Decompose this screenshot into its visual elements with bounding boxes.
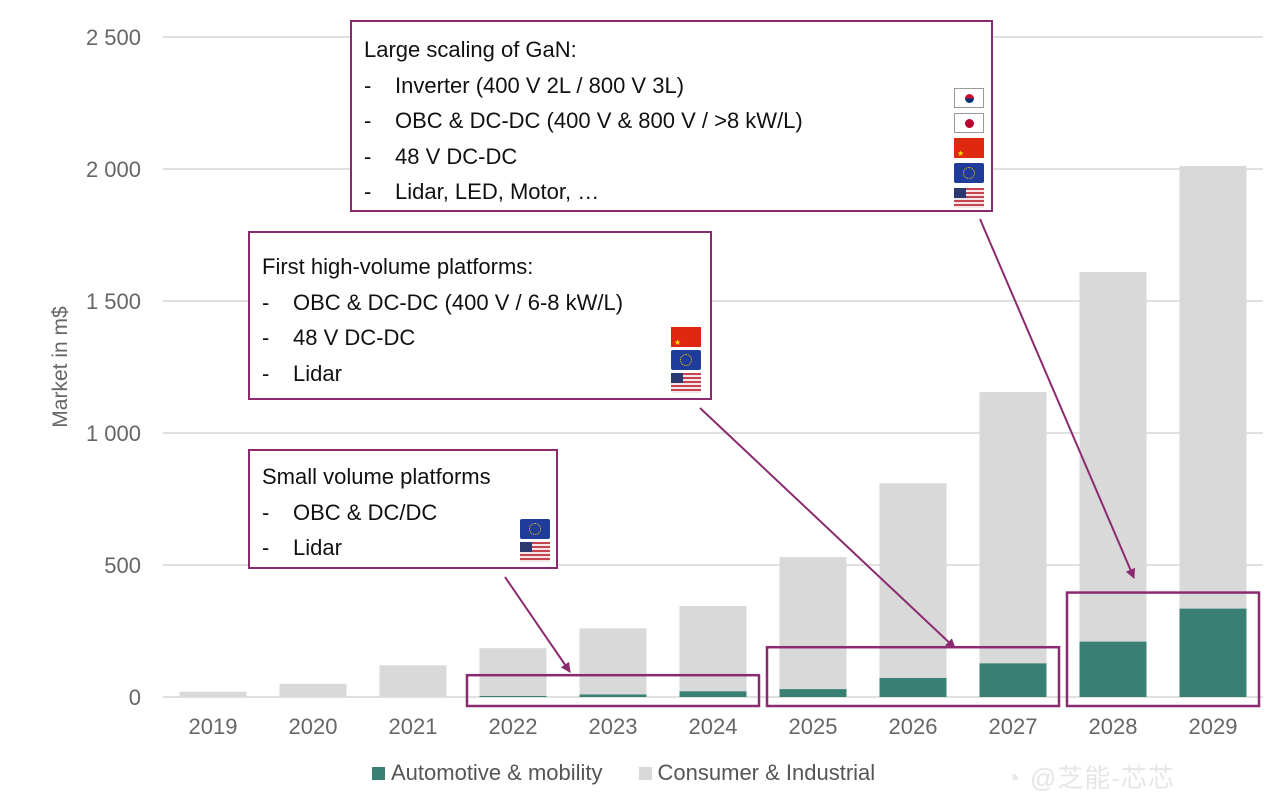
cn-flag-icon: [671, 327, 701, 347]
highlight-boxes: [465, 591, 1261, 708]
annotation-item: - OBC & DC/DC: [262, 499, 438, 525]
bar-automotive-2025: [779, 689, 847, 697]
y-tick-label: 0: [129, 685, 141, 710]
x-tick-label: 2019: [189, 714, 238, 739]
y-axis-label: Market in m$: [49, 306, 72, 428]
bars: [179, 166, 1247, 697]
bar-automotive-2023: [579, 694, 647, 697]
cn-flag-icon: [954, 138, 984, 158]
y-tick-label: 500: [104, 553, 141, 578]
us-flag-icon: [671, 373, 701, 393]
bar-consumer-2025: [779, 557, 847, 690]
x-tick-label: 2021: [389, 714, 438, 739]
bar-automotive-2026: [879, 677, 947, 697]
y-axis-ticks: 0 500 1 000 1 500 2 000 2 500: [86, 25, 141, 710]
legend-swatch-automotive: [372, 766, 385, 780]
x-tick-label: 2028: [1089, 714, 1138, 739]
annotation-title: Large scaling of GaN:: [364, 37, 577, 62]
weibo-icon: ◔: [1005, 763, 1022, 793]
bar-consumer-2028: [1079, 271, 1147, 642]
annotation-small-volume: Small volume platforms - OBC & DC/DC - Lid…: [248, 449, 558, 569]
highlight-box-small: [465, 673, 761, 708]
bar-automotive-2024: [679, 691, 747, 697]
bar-automotive-2028: [1079, 641, 1147, 697]
arrow-small: [504, 576, 571, 673]
annotation-first-high-volume: First high-volume platforms: - OBC & DC-D…: [248, 231, 712, 400]
legend: Automotive & mobility Consumer & Industr…: [372, 760, 911, 786]
annotation-item: -48 V DC-DC: [364, 143, 518, 169]
legend-item-automotive: Automotive & mobility: [372, 760, 603, 786]
x-tick-label: 2020: [289, 714, 338, 739]
bar-automotive-2029: [1179, 608, 1247, 697]
highlight-box-first: [765, 645, 1061, 708]
annotation-item: -48 V DC-DC: [262, 325, 416, 350]
y-tick-label: 1 500: [86, 289, 141, 314]
jp-flag-icon: [954, 113, 984, 133]
legend-swatch-consumer: [638, 766, 652, 780]
bar-automotive-2027: [979, 663, 1047, 697]
annotation-item: - Lidar: [262, 535, 342, 560]
bar-consumer-2021: [379, 665, 447, 697]
annotation-item: - OBC & DC-DC (400 V & 800 V / >8 kW/L): [364, 108, 803, 133]
annotation-large-scaling: Large scaling of GaN: - Inverter (400 V 2…: [350, 20, 993, 212]
annotation-arrows: [504, 218, 1136, 673]
eu-flag-icon: [520, 519, 550, 539]
eu-flag-icon: [671, 350, 701, 370]
x-tick-label: 2027: [989, 714, 1038, 739]
bar-consumer-2020: [279, 683, 347, 697]
annotation-item: - Lidar: [262, 360, 342, 386]
x-axis-ticks: 2019 2020 2021 2022 2023 2024 2025 2026 2027 2028…: [189, 714, 1238, 739]
annotation-item: - Inverter (400 V 2L / 800 V 3L): [364, 72, 685, 98]
eu-flag-icon: [954, 163, 984, 183]
y-tick-label: 2 000: [86, 157, 141, 182]
bar-consumer-2026: [879, 483, 947, 678]
bar-consumer-2022: [479, 648, 547, 696]
bar-automotive-2022: [479, 695, 547, 697]
annotation-title: First high-volume platforms:: [262, 254, 534, 279]
x-tick-label: 2029: [1189, 714, 1238, 739]
us-flag-icon: [520, 542, 550, 562]
bar-consumer-2029: [1179, 166, 1247, 609]
bar-consumer-2024: [679, 605, 747, 692]
y-tick-label: 2 500: [86, 25, 141, 50]
bar-consumer-2023: [579, 628, 647, 695]
x-tick-label: 2025: [789, 714, 838, 739]
arrow-first: [699, 407, 956, 649]
annotation-item: - Lidar, LED, Motor, …: [364, 179, 600, 204]
bar-consumer-2019: [179, 691, 247, 697]
x-tick-label: 2023: [589, 714, 638, 739]
watermark: ◔ @芝能-芯芯: [1005, 763, 1176, 793]
bar-consumer-2027: [979, 392, 1047, 664]
x-tick-label: 2024: [689, 714, 738, 739]
x-tick-label: 2026: [889, 714, 938, 739]
legend-item-consumer: Consumer & Industrial: [638, 760, 875, 786]
us-flag-icon: [954, 188, 984, 208]
kr-flag-icon: [954, 88, 984, 108]
arrow-large: [979, 218, 1136, 579]
annotation-item: - OBC & DC-DC (400 V / 6-8 kW/L): [262, 289, 624, 315]
annotation-title: Small volume platforms: [262, 464, 491, 489]
highlight-box-large: [1065, 591, 1261, 708]
x-tick-label: 2022: [489, 714, 538, 739]
y-tick-label: 1 000: [86, 421, 141, 446]
